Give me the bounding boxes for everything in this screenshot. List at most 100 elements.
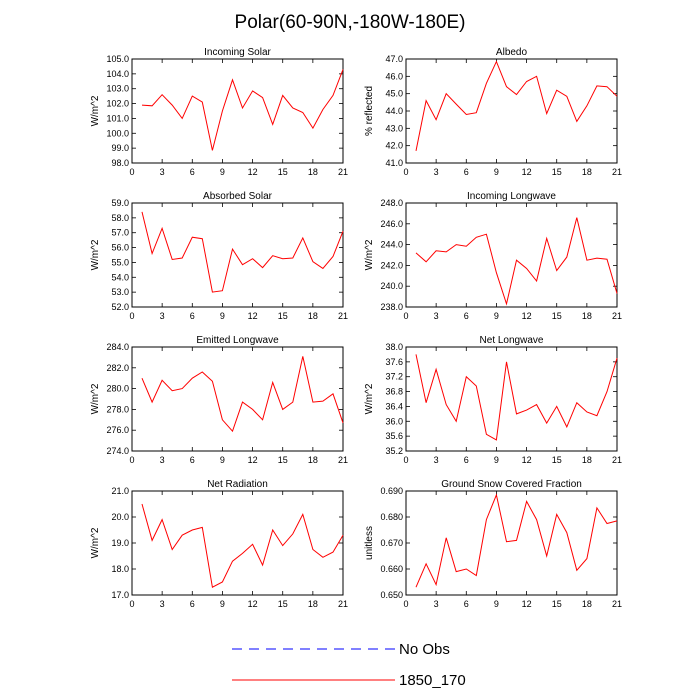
plot-frame: [131, 58, 344, 164]
series-line-1850-170: [141, 211, 344, 293]
series-line-1850-170: [415, 217, 618, 306]
y-tick-label: 104.0: [106, 69, 129, 79]
legend-label-no-obs: No Obs: [399, 641, 450, 658]
panel-title: Albedo: [496, 47, 528, 58]
x-tick-label: 21: [338, 599, 348, 609]
x-tick-label: 0: [129, 167, 134, 177]
x-tick-label: 6: [464, 455, 469, 465]
x-tick-label: 21: [612, 167, 622, 177]
x-tick-label: 15: [552, 599, 562, 609]
x-tick-label: 12: [248, 167, 258, 177]
y-tick-label: 53.0: [111, 287, 129, 297]
x-tick-label: 18: [308, 599, 318, 609]
x-tick-label: 3: [434, 599, 439, 609]
y-tick-label: 21.0: [111, 486, 129, 496]
panel-net-longwave: Net Longwave 0 3 6 9 12 15 18 21 35.2 35.6 36.0 36.4…: [364, 335, 622, 465]
x-tick-label: 9: [220, 167, 225, 177]
y-tick-label: 282.0: [106, 363, 129, 373]
y-tick-label: 56.0: [111, 243, 129, 253]
y-tick-label: 244.0: [380, 240, 403, 250]
panel-title: Absorbed Solar: [203, 191, 273, 202]
panel-title: Net Radiation: [207, 479, 268, 490]
x-tick-label: 18: [308, 167, 318, 177]
y-tick-label: 37.6: [385, 357, 403, 367]
y-tick-label: 45.0: [385, 89, 403, 99]
x-tick-label: 3: [160, 167, 165, 177]
x-tick-label: 9: [220, 599, 225, 609]
y-tick-label: 35.6: [385, 431, 403, 441]
x-tick-label: 12: [248, 311, 258, 321]
y-axis-label: unitless: [364, 526, 375, 560]
y-tick-label: 42.0: [385, 141, 403, 151]
y-tick-label: 36.4: [385, 401, 403, 411]
series-line-1850-170: [141, 69, 344, 151]
x-tick-label: 3: [160, 599, 165, 609]
y-tick-label: 59.0: [111, 198, 129, 208]
x-tick-label: 9: [220, 311, 225, 321]
x-tick-label: 0: [403, 455, 408, 465]
x-tick-label: 3: [434, 167, 439, 177]
x-tick-label: 15: [552, 311, 562, 321]
y-tick-label: 17.0: [111, 590, 129, 600]
x-tick-label: 12: [522, 167, 532, 177]
y-tick-label: 36.0: [385, 416, 403, 426]
y-tick-label: 248.0: [380, 198, 403, 208]
y-tick-label: 54.0: [111, 272, 129, 282]
x-tick-label: 12: [522, 599, 532, 609]
x-tick-label: 12: [248, 455, 258, 465]
legend: No Obs 1850_170: [232, 641, 466, 689]
x-tick-label: 6: [190, 599, 195, 609]
x-tick-label: 18: [582, 167, 592, 177]
x-tick-label: 18: [308, 311, 318, 321]
y-tick-label: 0.660: [380, 564, 403, 574]
x-tick-label: 18: [308, 455, 318, 465]
x-tick-label: 6: [464, 599, 469, 609]
y-tick-label: 46.0: [385, 71, 403, 81]
x-tick-label: 21: [338, 311, 348, 321]
x-tick-label: 6: [190, 311, 195, 321]
x-tick-label: 0: [403, 599, 408, 609]
x-tick-label: 6: [464, 167, 469, 177]
y-tick-label: 240.0: [380, 281, 403, 291]
y-axis-label: % reflected: [364, 86, 375, 136]
x-tick-label: 0: [129, 311, 134, 321]
x-tick-label: 9: [494, 311, 499, 321]
y-tick-label: 280.0: [106, 384, 129, 394]
y-tick-label: 274.0: [106, 446, 129, 456]
panel-title: Net Longwave: [480, 335, 544, 346]
y-tick-label: 19.0: [111, 538, 129, 548]
y-tick-label: 0.670: [380, 538, 403, 548]
plot-frame: [405, 58, 618, 164]
x-tick-label: 9: [494, 167, 499, 177]
y-tick-label: 98.0: [111, 158, 129, 168]
y-tick-label: 99.0: [111, 143, 129, 153]
x-tick-label: 0: [403, 167, 408, 177]
series-line-1850-170: [141, 356, 344, 433]
series-line-1850-170: [415, 493, 618, 588]
y-tick-label: 101.0: [106, 113, 129, 123]
y-tick-label: 20.0: [111, 512, 129, 522]
y-axis-label: W/m^2: [90, 239, 101, 270]
x-tick-label: 21: [338, 167, 348, 177]
x-tick-label: 15: [278, 167, 288, 177]
panels-container: Incoming Solar 0 3 6 9 12 15 18 21 98.0 99.0 100.0 1…: [90, 47, 622, 609]
y-tick-label: 41.0: [385, 158, 403, 168]
y-tick-label: 246.0: [380, 219, 403, 229]
x-tick-label: 15: [278, 599, 288, 609]
x-tick-label: 9: [494, 599, 499, 609]
plot-frame: [405, 202, 618, 308]
y-tick-label: 102.0: [106, 99, 129, 109]
x-tick-label: 3: [434, 311, 439, 321]
y-tick-label: 238.0: [380, 302, 403, 312]
y-axis-label: W/m^2: [90, 95, 101, 126]
legend-item-1850-170: 1850_170: [232, 672, 466, 689]
y-tick-label: 242.0: [380, 260, 403, 270]
y-tick-label: 100.0: [106, 128, 129, 138]
x-tick-label: 18: [582, 455, 592, 465]
plot-frame: [131, 202, 344, 308]
x-tick-label: 18: [582, 599, 592, 609]
panel-ground-snow-covered-fraction: Ground Snow Covered Fraction 0 3 6 9 12 15 18 21…: [364, 479, 622, 609]
y-tick-label: 38.0: [385, 342, 403, 352]
y-tick-label: 57.0: [111, 228, 129, 238]
